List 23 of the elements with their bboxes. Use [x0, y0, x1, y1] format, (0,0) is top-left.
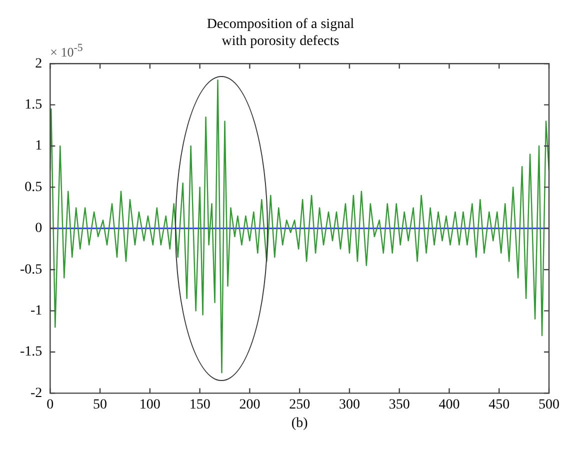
y-tick-label: 1 [35, 138, 42, 154]
x-tick-label: 500 [538, 397, 560, 412]
x-tick-label: 350 [388, 397, 410, 412]
x-tick-label: 150 [189, 397, 210, 412]
x-tick-label: 450 [488, 397, 510, 412]
x-tick-label: 200 [239, 397, 260, 412]
y-tick-label: 0 [35, 221, 42, 236]
x-tick-label: 400 [438, 397, 460, 412]
y-tick-label: -1.5 [20, 344, 42, 360]
x-tick-label: 300 [338, 397, 360, 412]
y-tick-label: 0.5 [24, 180, 42, 195]
x-tick-label: 100 [139, 397, 160, 412]
y-tick-label: 1.5 [24, 97, 42, 112]
text: × 10$^{-5}$ [50, 42, 83, 60]
x-tick-label: 0 [46, 397, 54, 412]
x-tick-label: 250 [289, 397, 310, 412]
y-tick-label: -1 [30, 303, 42, 318]
y-tick-label: 2 [35, 56, 42, 72]
x-tick-label: 50 [93, 397, 108, 412]
y-tick-label: -0.5 [20, 262, 42, 278]
chart-title: Decomposition of a signal with porosity defects [206, 17, 354, 49]
y-tick-label: -2 [30, 386, 42, 401]
text: (b) [290, 416, 309, 432]
